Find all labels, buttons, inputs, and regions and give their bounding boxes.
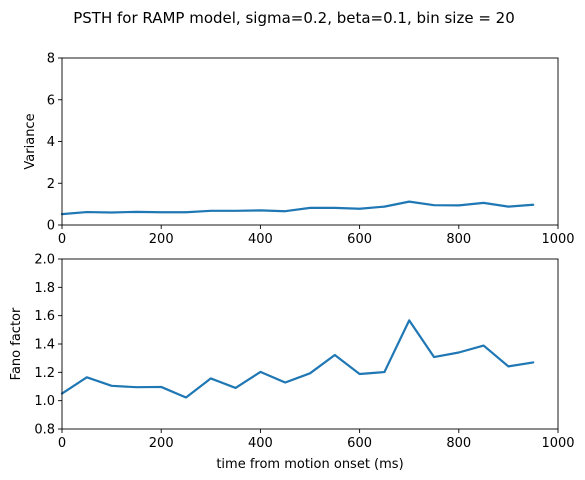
fano-factor-chart: 0 200 400 600 800 1000 0.8 1.0 1.2 1.4 1.6 1.8 2.0 Fa… [9,253,575,473]
y-tick-label-0-0: 0 [47,219,55,234]
variance-chart: 0 200 400 600 800 1000 0 2 4 6 8 Variance [23,52,575,248]
series-line-0-0 [60,200,535,216]
y-tick-label-1-2: 1.2 [34,366,55,381]
x-tick-label-0-3: 600 [347,232,372,247]
x-tick-label-1-3: 600 [347,436,372,451]
x-tick-label-1-1: 200 [149,436,174,451]
y-tick-label-1-5: 1.8 [34,281,55,296]
x-tick-label-0-2: 400 [248,232,273,247]
y-tick-label-0-2: 4 [47,135,55,150]
x-tick-label-0-0: 0 [58,232,66,247]
y-tick-label-1-3: 1.4 [34,338,55,353]
x-tick-label-0-1: 200 [149,232,174,247]
figure-title: PSTH for RAMP model, sigma=0.2, beta=0.1… [73,9,515,27]
y-axis-label-1: Fano factor [9,307,24,380]
y-tick-label-1-0: 0.8 [34,423,55,438]
x-axis-label-1: time from motion onset (ms) [216,457,403,472]
y-tick-label-0-3: 6 [47,93,55,108]
x-tick-label-1-0: 0 [58,436,66,451]
x-tick-label-1-2: 400 [248,436,273,451]
y-tick-label-0-1: 2 [47,177,55,192]
x-tick-label-1-4: 800 [446,436,471,451]
x-tick-label-1-5: 1000 [541,436,574,451]
y-tick-label-1-6: 2.0 [34,253,55,268]
series-line-1-0 [60,319,535,399]
y-tick-label-0-4: 8 [47,52,55,67]
y-tick-label-1-4: 1.6 [34,309,55,324]
x-tick-label-0-5: 1000 [541,232,574,247]
y-tick-label-1-1: 1.0 [34,394,55,409]
x-tick-label-0-4: 800 [446,232,471,247]
y-axis-label-0: Variance [23,113,38,169]
